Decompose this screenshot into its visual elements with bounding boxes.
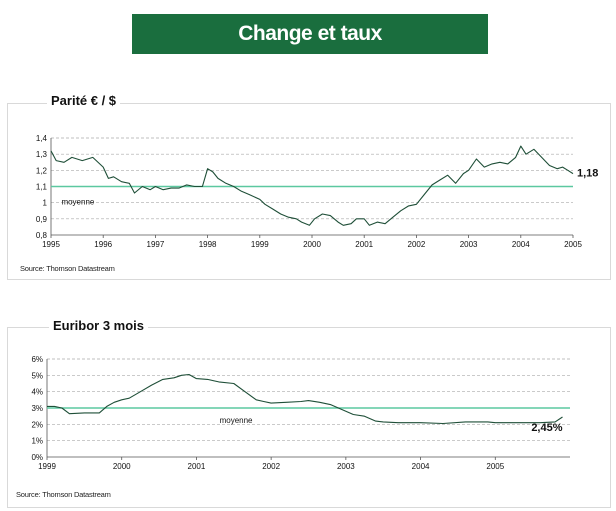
parite-x-tick-label: 2003 (460, 240, 478, 249)
euribor-x-tick-label: 2005 (486, 462, 504, 471)
euribor-x-tick-label: 2003 (337, 462, 355, 471)
euribor-y-tick-label: 3% (31, 404, 43, 413)
parite-y-tick-label: 0,8 (36, 231, 48, 240)
euribor-y-tick-label: 2% (31, 420, 43, 429)
parite-x-tick-label: 2002 (408, 240, 426, 249)
parite-average-label: moyenne (61, 198, 94, 207)
page-title-banner: Change et taux (132, 14, 488, 54)
parite-x-tick-label: 1999 (251, 240, 269, 249)
parite-x-tick-label: 2004 (512, 240, 530, 249)
parite-x-tick-label: 1996 (94, 240, 112, 249)
euribor-chart-title: Euribor 3 mois (49, 318, 149, 333)
euribor-source-note: Source: Thomson Datastream (16, 490, 111, 499)
euribor-x-tick-label: 2002 (262, 462, 280, 471)
euribor-y-tick-label: 0% (31, 453, 43, 462)
euribor-average-label: moyenne (220, 416, 253, 425)
euribor-x-tick-label: 1999 (38, 462, 56, 471)
euribor-end-value-label: 2,45% (531, 422, 562, 434)
euribor-x-tick-label: 2000 (113, 462, 131, 471)
parite-x-tick-label: 2000 (303, 240, 321, 249)
parite-y-tick-label: 1,3 (36, 150, 48, 159)
parite-y-tick-label: 1 (43, 199, 48, 208)
euribor-y-tick-label: 6% (31, 355, 43, 364)
parite-end-value-label: 1,18 (577, 168, 598, 180)
parite-x-tick-label: 1998 (199, 240, 217, 249)
euribor-y-tick-label: 1% (31, 437, 43, 446)
euribor-series-line (47, 373, 563, 425)
parite-y-tick-label: 1,2 (36, 166, 48, 175)
parite-source-note: Source: Thomson Datastream (20, 264, 115, 273)
euribor-x-tick-label: 2001 (188, 462, 206, 471)
parite-panel (7, 103, 611, 280)
euribor-y-tick-label: 5% (31, 371, 43, 380)
parite-chart-title: Parité € / $ (47, 93, 121, 108)
parite-series-line (50, 145, 574, 226)
euribor-panel (7, 327, 611, 508)
parite-x-tick-label: 1995 (42, 240, 60, 249)
parite-x-tick-label: 2001 (355, 240, 373, 249)
euribor-x-tick-label: 2004 (412, 462, 430, 471)
euribor-y-tick-label: 4% (31, 388, 43, 397)
parite-x-tick-label: 1997 (147, 240, 165, 249)
parite-y-tick-label: 1,4 (36, 134, 48, 143)
parite-y-tick-label: 1,1 (36, 183, 48, 192)
parite-y-tick-label: 0,9 (36, 215, 48, 224)
parite-x-tick-label: 2005 (564, 240, 582, 249)
